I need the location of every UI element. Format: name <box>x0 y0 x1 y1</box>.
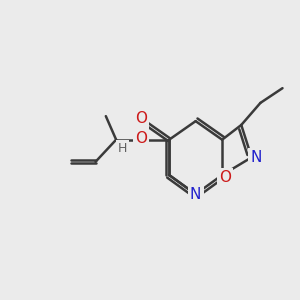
Text: O: O <box>135 131 147 146</box>
Text: N: N <box>190 187 201 202</box>
Text: O: O <box>135 111 147 126</box>
Text: H: H <box>118 142 127 155</box>
Text: N: N <box>250 150 262 165</box>
Text: O: O <box>219 170 231 185</box>
